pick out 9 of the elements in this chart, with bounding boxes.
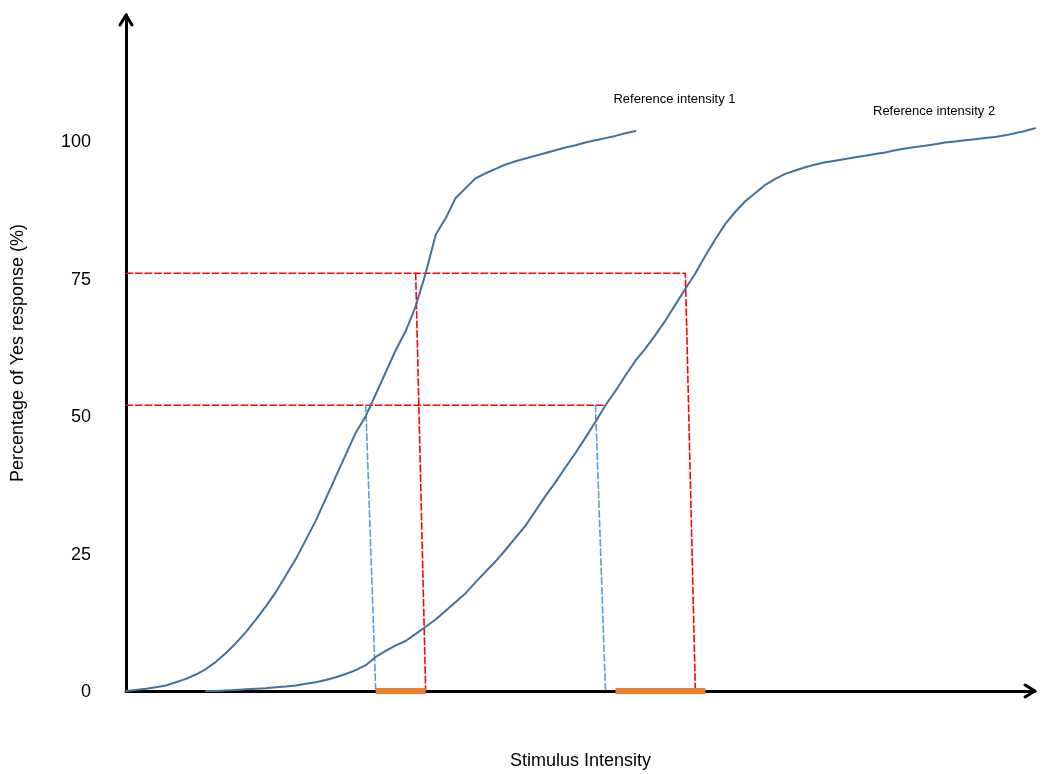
x-axis-title: Stimulus Intensity: [509, 750, 652, 770]
y-tick-label: 75: [70, 268, 91, 289]
y-tick-label: 25: [70, 543, 91, 564]
y-tick-label: 0: [80, 681, 91, 701]
y-axis-title: Percentage of Yes response (%): [7, 223, 27, 483]
y-tick-label: 50: [70, 406, 91, 427]
y-tick-label: 100: [60, 131, 91, 152]
text: Reference intensity 1: [613, 91, 736, 107]
series-label: Reference intensity 2: [873, 102, 996, 118]
